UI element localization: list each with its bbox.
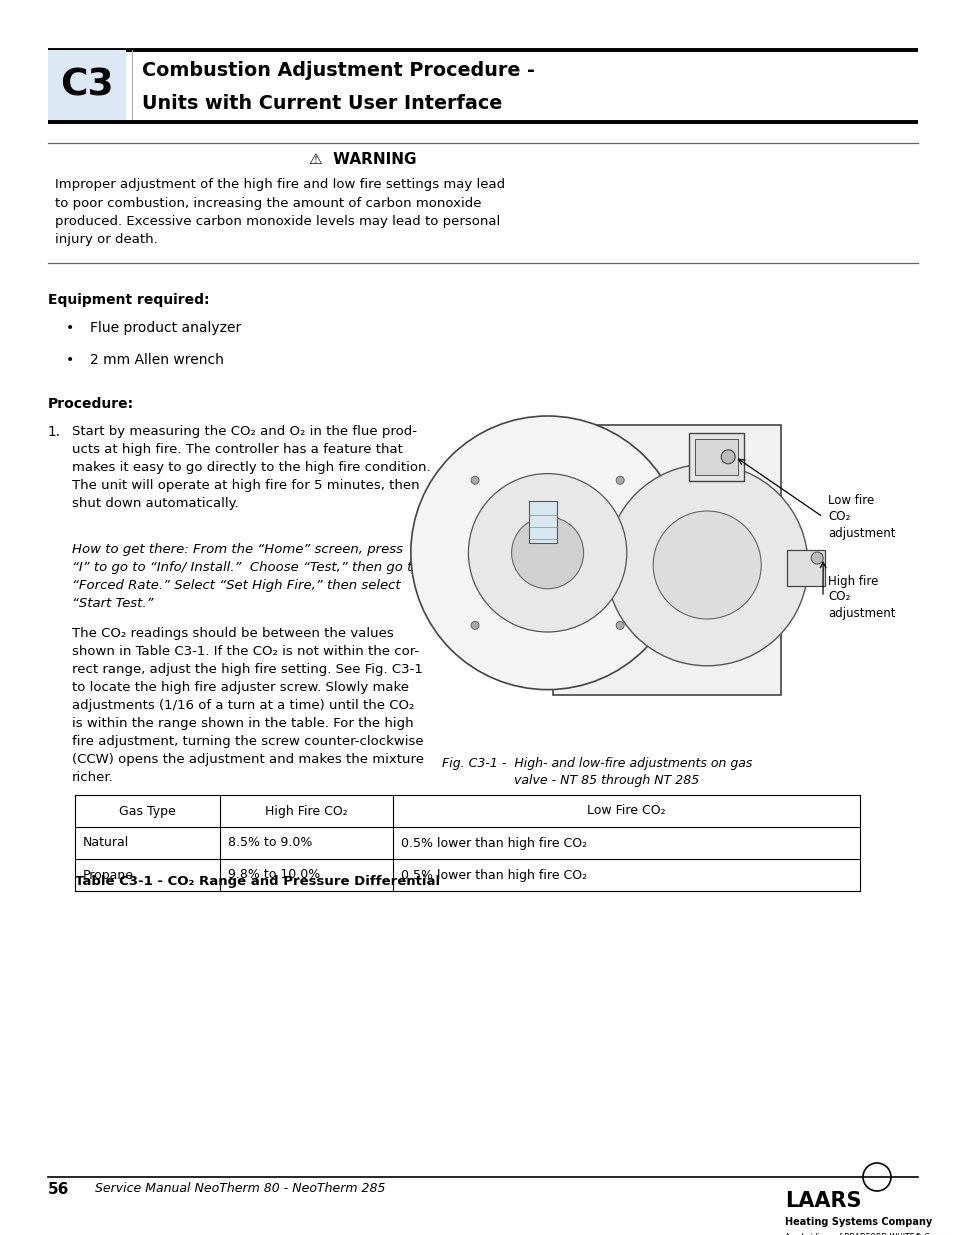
Circle shape bbox=[471, 621, 478, 630]
Circle shape bbox=[606, 464, 807, 666]
Text: Service Manual NeoTherm 80 - NeoTherm 285: Service Manual NeoTherm 80 - NeoTherm 28… bbox=[95, 1182, 385, 1195]
Text: Natural: Natural bbox=[83, 836, 129, 850]
Text: 8.5% to 9.0%: 8.5% to 9.0% bbox=[228, 836, 313, 850]
Text: Low fire
CO₂
adjustment: Low fire CO₂ adjustment bbox=[827, 494, 895, 540]
Text: 56: 56 bbox=[48, 1182, 70, 1197]
Text: Heating Systems Company: Heating Systems Company bbox=[784, 1216, 931, 1228]
Text: 2 mm Allen wrench: 2 mm Allen wrench bbox=[90, 353, 224, 367]
Text: Combustion Adjustment Procedure -: Combustion Adjustment Procedure - bbox=[142, 61, 535, 80]
Text: 9.8% to 10.0%: 9.8% to 10.0% bbox=[228, 868, 320, 882]
Text: C3: C3 bbox=[60, 68, 113, 104]
Circle shape bbox=[653, 511, 760, 619]
Text: Equipment required:: Equipment required: bbox=[48, 293, 210, 308]
Circle shape bbox=[511, 516, 583, 589]
Text: High Fire CO₂: High Fire CO₂ bbox=[265, 804, 348, 818]
Bar bbox=[528, 501, 556, 543]
Text: 0.5% lower than high fire CO₂: 0.5% lower than high fire CO₂ bbox=[400, 836, 586, 850]
Circle shape bbox=[411, 416, 683, 689]
Text: The CO₂ readings should be between the values
shown in Table C3-1. If the CO₂ is: The CO₂ readings should be between the v… bbox=[71, 627, 423, 784]
Text: Propane: Propane bbox=[83, 868, 133, 882]
Text: 1.: 1. bbox=[48, 425, 61, 438]
Text: Procedure:: Procedure: bbox=[48, 396, 134, 411]
Circle shape bbox=[616, 621, 623, 630]
Circle shape bbox=[720, 450, 735, 464]
Text: ⚠  WARNING: ⚠ WARNING bbox=[309, 152, 416, 167]
Text: Improper adjustment of the high fire and low fire settings may lead
to poor comb: Improper adjustment of the high fire and… bbox=[55, 178, 504, 247]
Text: Start by measuring the CO₂ and O₂ in the flue prod-
ucts at high fire. The contr: Start by measuring the CO₂ and O₂ in the… bbox=[71, 425, 430, 510]
Text: Table C3-1 - CO₂ Range and Pressure Differential: Table C3-1 - CO₂ Range and Pressure Diff… bbox=[75, 876, 439, 888]
Text: Units with Current User Interface: Units with Current User Interface bbox=[142, 94, 501, 112]
Text: •: • bbox=[66, 321, 74, 335]
Text: •: • bbox=[66, 353, 74, 367]
Bar bbox=[695, 438, 738, 474]
Circle shape bbox=[810, 552, 822, 564]
Text: Fig. C3-1 -  High- and low-fire adjustments on gas
                  valve - NT : Fig. C3-1 - High- and low-fire adjustmen… bbox=[441, 757, 752, 787]
Text: High fire
CO₂
adjustment: High fire CO₂ adjustment bbox=[827, 574, 895, 620]
Bar bbox=[441, 380, 882, 740]
Bar bbox=[552, 425, 781, 695]
Circle shape bbox=[468, 473, 626, 632]
Text: How to get there: From the “Home” screen, press
“I” to go to “Info/ Install.”  C: How to get there: From the “Home” screen… bbox=[71, 543, 420, 610]
Bar bbox=[786, 550, 824, 585]
Text: Flue product analyzer: Flue product analyzer bbox=[90, 321, 241, 335]
Circle shape bbox=[616, 477, 623, 484]
Text: Low Fire CO₂: Low Fire CO₂ bbox=[586, 804, 665, 818]
Bar bbox=[688, 432, 743, 480]
Text: Gas Type: Gas Type bbox=[119, 804, 175, 818]
Text: LAARS: LAARS bbox=[784, 1191, 861, 1212]
Bar bbox=[48, 49, 126, 122]
Text: 0.5% lower than high fire CO₂: 0.5% lower than high fire CO₂ bbox=[400, 868, 586, 882]
Circle shape bbox=[471, 477, 478, 484]
Text: A subsidiary of BRADFORD WHITE® Corporation: A subsidiary of BRADFORD WHITE® Corporat… bbox=[784, 1233, 953, 1235]
